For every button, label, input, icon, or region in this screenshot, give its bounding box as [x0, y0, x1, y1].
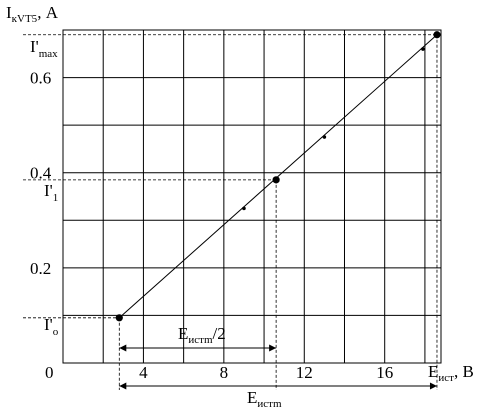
x-tick-label: 12	[296, 363, 313, 382]
span-arrows	[119, 344, 437, 390]
x-tick-label: 4	[139, 363, 148, 382]
annotation-half-span: Eистm/2	[178, 324, 226, 346]
y-tick-labels: 0.2 0.4 0.6	[30, 69, 52, 278]
y-tick-label: 0.6	[30, 69, 51, 88]
data-point	[421, 47, 425, 51]
x-tick-label: 16	[376, 363, 393, 382]
grid	[62, 29, 442, 364]
annotation-i-max: I'max	[30, 37, 58, 60]
y-tick-label: 0.2	[30, 259, 51, 278]
data-points	[115, 31, 441, 322]
series-line	[118, 34, 438, 319]
annotation-i-1: I'1	[44, 181, 58, 204]
guide-lines	[23, 34, 438, 390]
origin-label: 0	[45, 363, 54, 382]
series-line-segment	[118, 34, 438, 319]
x-tick-labels: 4 8 12 16	[139, 363, 393, 382]
data-point-marked	[433, 31, 441, 39]
annotation-full-span: Eистm	[247, 388, 282, 410]
data-point-marked	[272, 176, 280, 184]
y-axis-label: IкVT5, А	[6, 3, 59, 25]
data-point	[322, 135, 327, 139]
x-tick-label: 8	[220, 363, 229, 382]
plot-frame	[62, 29, 442, 364]
data-point	[242, 206, 246, 211]
x-axis-label: Eист, В	[428, 362, 474, 384]
annotation-i-0: I'о	[44, 315, 59, 338]
y-tick-label: 0.4	[30, 164, 52, 183]
data-point-marked	[115, 314, 123, 322]
